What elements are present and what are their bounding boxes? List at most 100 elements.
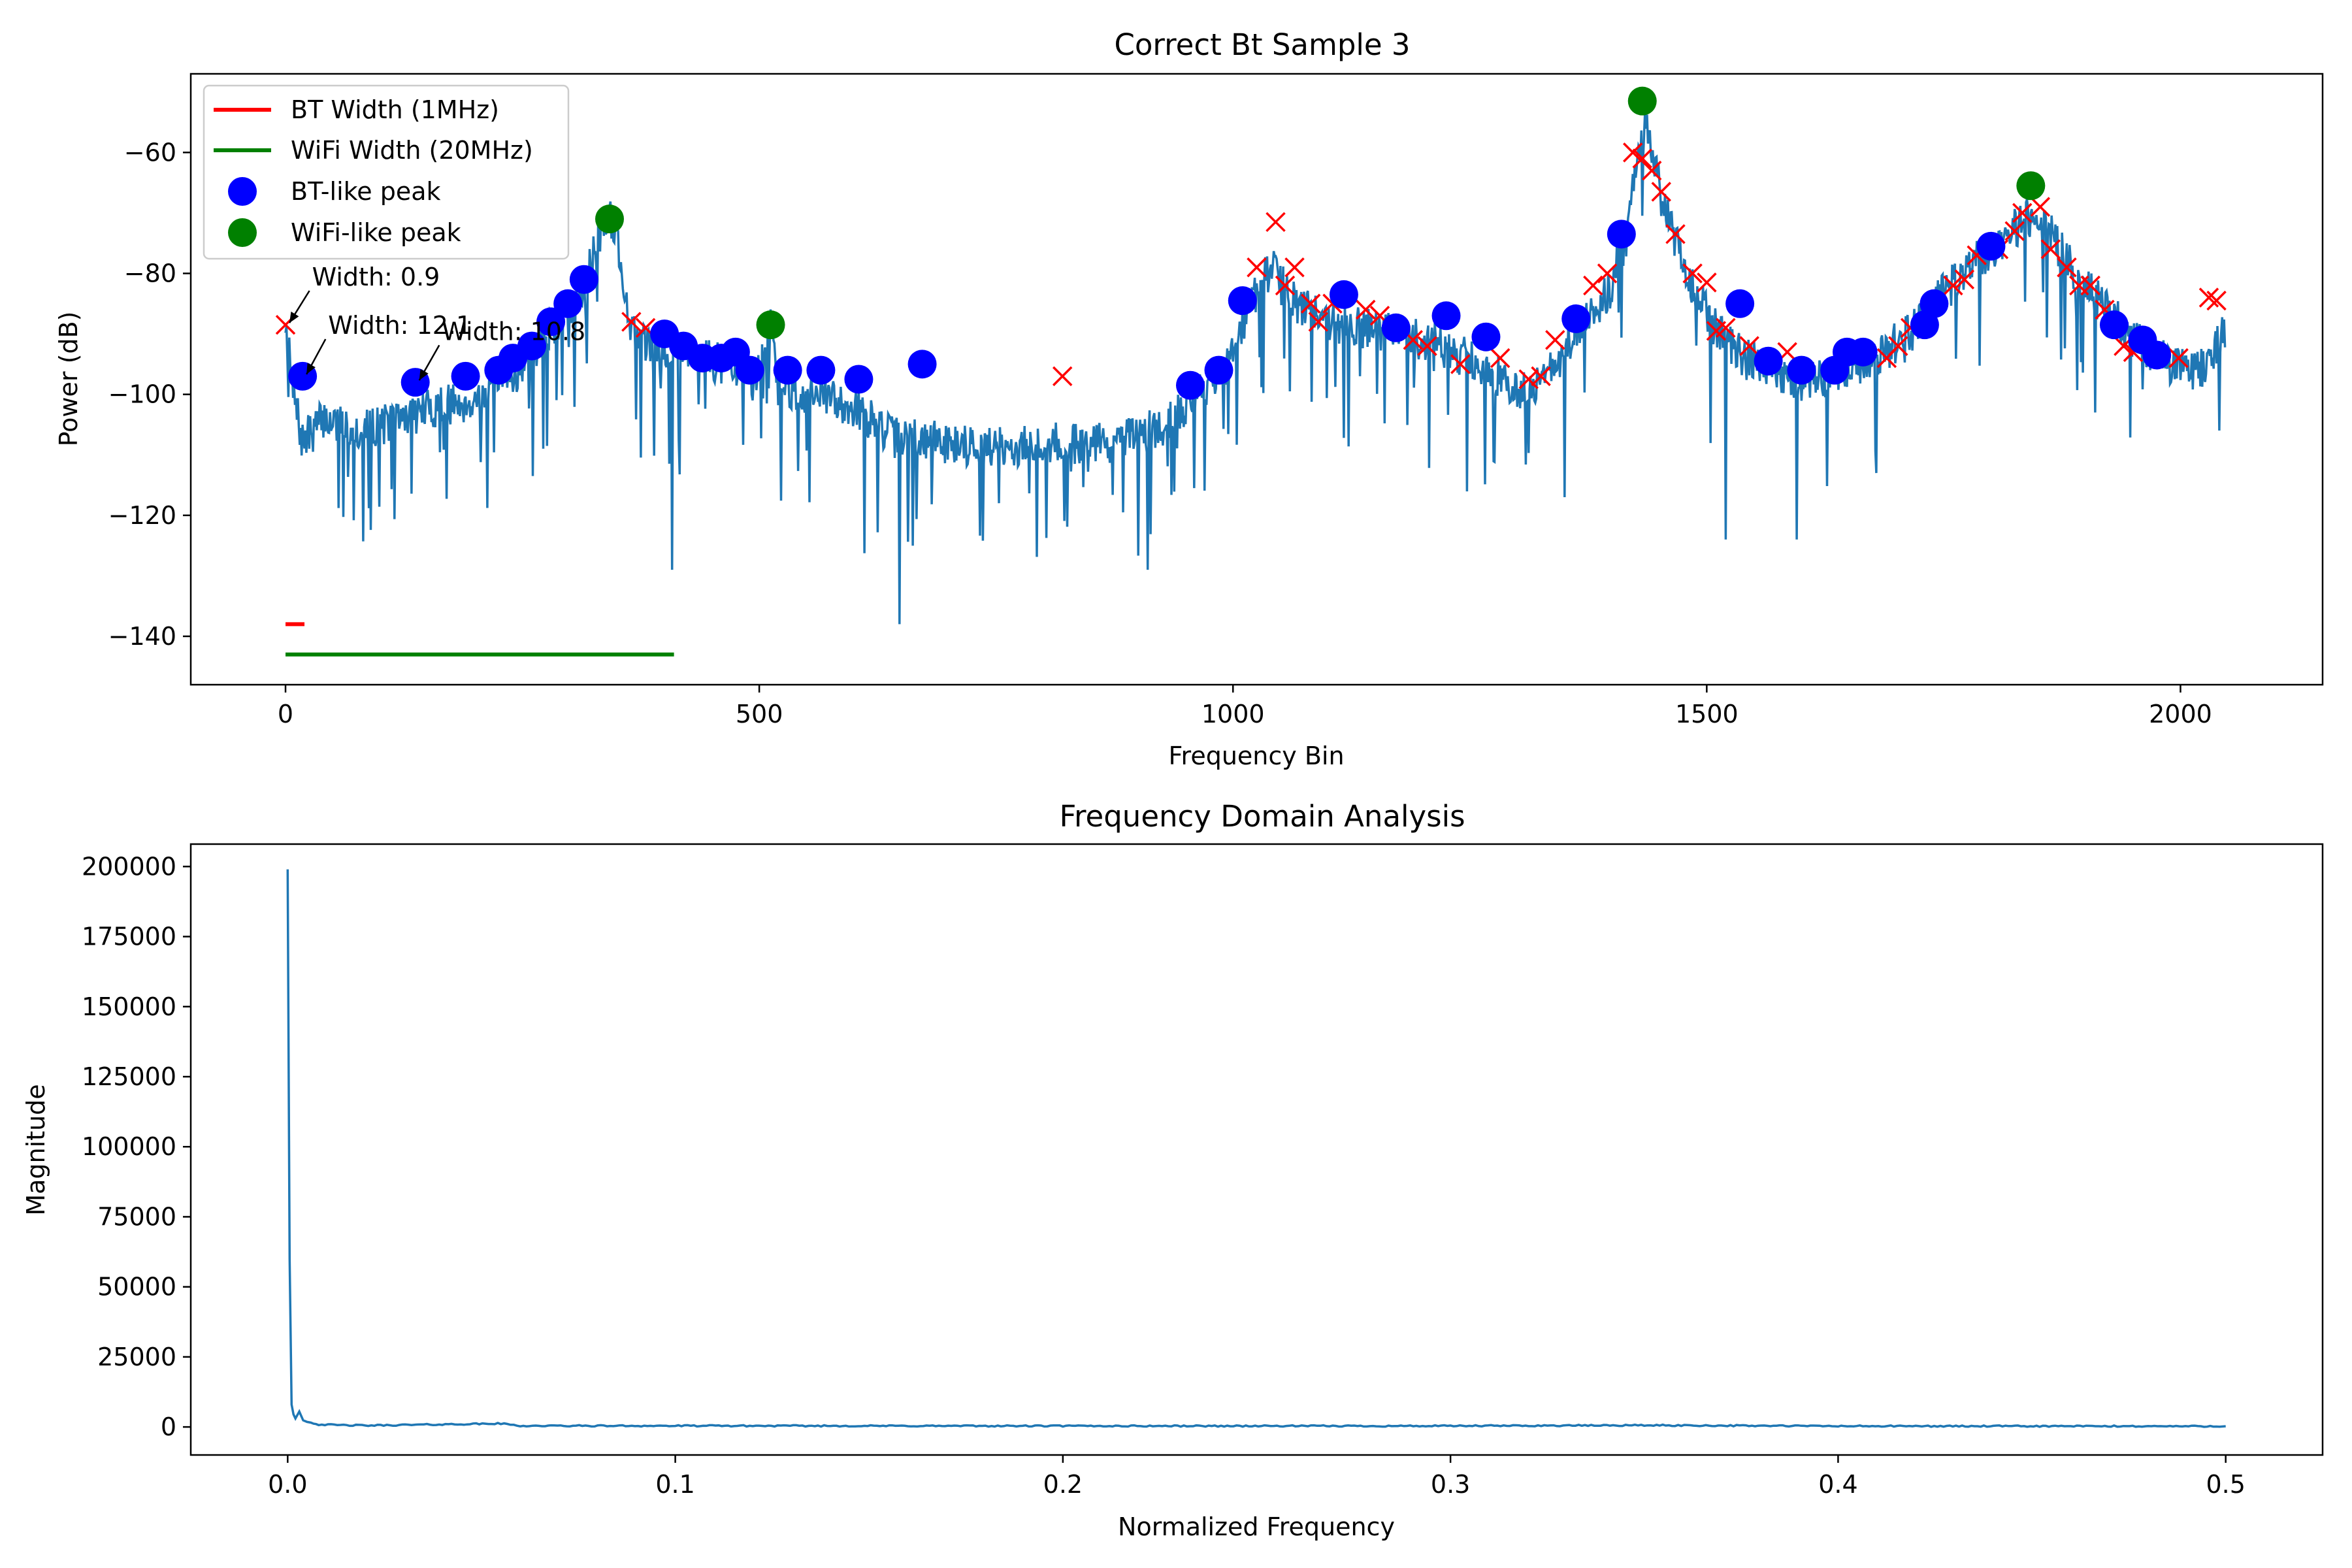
bottom-plot-frame: [189, 843, 2324, 1456]
candidate-peak-marker: [2040, 239, 2061, 259]
candidate-peak-marker: [1518, 369, 1539, 389]
wifi-peak-marker: [756, 310, 785, 340]
candidate-peak-marker: [1597, 263, 1618, 284]
top-chart-title: Correct Bt Sample 3: [1114, 27, 1410, 62]
candidate-peak-marker: [1300, 293, 1321, 314]
wifi-peak-marker: [2016, 171, 2046, 201]
bt-peak-marker: [806, 355, 836, 385]
legend-label-bt-width: BT Width (1MHz): [291, 95, 499, 124]
candidate-peak-marker: [2206, 290, 2227, 311]
bt-peak-marker: [553, 289, 583, 318]
legend-label-bt-peak: BT-like peak: [291, 177, 441, 206]
y-tick-label: 100000: [82, 1132, 176, 1161]
candidate-peak-marker: [1356, 299, 1376, 320]
bt-peak-marker: [536, 307, 566, 336]
candidate-peak-marker: [1417, 336, 1437, 356]
width-annotation: Width: 12.1: [306, 311, 472, 375]
top-plot-frame: [189, 73, 2324, 686]
bt-peak-marker: [1561, 304, 1591, 333]
candidate-peak-marker: [1888, 336, 1908, 356]
bottom-chart-title: Frequency Domain Analysis: [1059, 799, 1465, 834]
y-tick-label: 75000: [97, 1202, 176, 1231]
x-tick-label: 0.4: [1818, 1470, 1857, 1499]
x-tick-label: 0.0: [268, 1470, 307, 1499]
bt-peak-marker: [1228, 286, 1257, 316]
y-tick-label: 200000: [82, 852, 176, 881]
x-tick-label: 0: [278, 700, 293, 728]
bt-peak-marker: [1381, 313, 1411, 342]
y-tick-label: −80: [124, 259, 176, 287]
candidate-peak-marker: [2168, 348, 2189, 368]
candidate-peak-marker: [1247, 257, 1267, 278]
candidate-peak-marker: [1531, 366, 1551, 387]
bottom-x-axis-label: Normalized Frequency: [1118, 1512, 1395, 1541]
bt-peak-marker: [773, 355, 802, 385]
bt-peak-marker: [1976, 231, 2006, 261]
bt-peak-marker: [1431, 301, 1461, 331]
width-annotation: Width: 0.9: [288, 263, 440, 323]
legend-label-wifi-peak: WiFi-like peak: [291, 218, 461, 247]
legend-label-wifi-width: WiFi Width (20MHz): [291, 136, 533, 165]
candidate-peak-marker: [1642, 160, 1662, 181]
x-tick-label: 0.1: [655, 1470, 694, 1499]
bt-peak-marker: [1848, 337, 1878, 367]
annotation-label: Width: 0.9: [312, 263, 440, 291]
top-y-axis-label: Power (dB): [54, 312, 83, 447]
bt-peak-marker: [1607, 220, 1636, 249]
candidate-peak-marker: [1623, 142, 1643, 163]
candidate-peak-marker: [1682, 263, 1703, 284]
bt-peak-marker: [2142, 340, 2172, 370]
bt-peak-marker: [1204, 355, 1233, 385]
candidate-peak-marker: [2080, 275, 2100, 296]
candidate-peak-marker: [1545, 330, 1565, 350]
candidate-peak-marker: [1308, 312, 1329, 332]
y-tick-label: 0: [161, 1413, 176, 1441]
y-tick-label: 25000: [97, 1343, 176, 1371]
y-tick-label: 50000: [97, 1273, 176, 1301]
x-tick-label: 0.3: [1431, 1470, 1470, 1499]
bt-peak-marker: [907, 350, 937, 379]
x-tick-label: 500: [736, 700, 783, 728]
candidate-peak-marker: [2012, 203, 2033, 223]
candidate-peak-marker: [2030, 197, 2051, 217]
bt-peak-marker: [1471, 322, 1501, 351]
x-tick-label: 1500: [1675, 700, 1739, 728]
candidate-peak-marker: [1275, 275, 1296, 296]
y-tick-label: −140: [108, 622, 176, 651]
candidate-peak-marker: [1266, 212, 1286, 233]
bt-peak-marker: [1919, 289, 1949, 318]
bt-peak-marker: [1725, 289, 1755, 318]
spectrum-chart: Correct Bt Sample 3 Width: 0.9 Width: 12.…: [54, 27, 2324, 770]
bt-peak-marker: [569, 265, 598, 294]
candidate-peak-marker: [1632, 148, 1652, 169]
candidate-peak-marker: [2004, 221, 2025, 241]
candidate-peak-marker: [1697, 272, 1717, 293]
magnitude-line: [286, 869, 2226, 1428]
bt-peak-marker: [1175, 370, 1205, 400]
candidate-peak-marker: [1665, 224, 1686, 244]
bottom-y-axis-label: Magnitude: [22, 1084, 50, 1215]
x-tick-label: 1000: [1201, 700, 1265, 728]
bt-peak-marker: [1754, 346, 1783, 376]
y-tick-label: −120: [108, 501, 176, 530]
x-tick-label: 2000: [2149, 700, 2212, 728]
legend-marker-wifi-peak: [228, 218, 257, 247]
width-annotation: Width: 10.8: [418, 317, 585, 381]
candidate-peak-marker: [1490, 348, 1511, 368]
y-tick-label: −100: [108, 380, 176, 409]
candidate-peak-marker: [1954, 269, 1975, 289]
candidate-peak-marker: [1943, 275, 1963, 296]
bt-peak-marker: [735, 355, 764, 385]
top-legend: BT Width (1MHz) WiFi Width (20MHz) BT-li…: [203, 84, 570, 260]
candidate-peak-marker: [1716, 318, 1736, 338]
bt-peak-marker: [451, 361, 480, 391]
bt-peak-marker: [2099, 310, 2129, 340]
bt-peak-marker: [1329, 280, 1358, 309]
candidate-peak-marker: [1583, 275, 1603, 296]
bt-peak-marker: [1787, 355, 1816, 385]
legend-marker-bt-peak: [228, 177, 257, 206]
legend-box: [203, 84, 570, 260]
bt-peak-marker: [517, 331, 547, 361]
y-tick-label: 175000: [82, 923, 176, 951]
